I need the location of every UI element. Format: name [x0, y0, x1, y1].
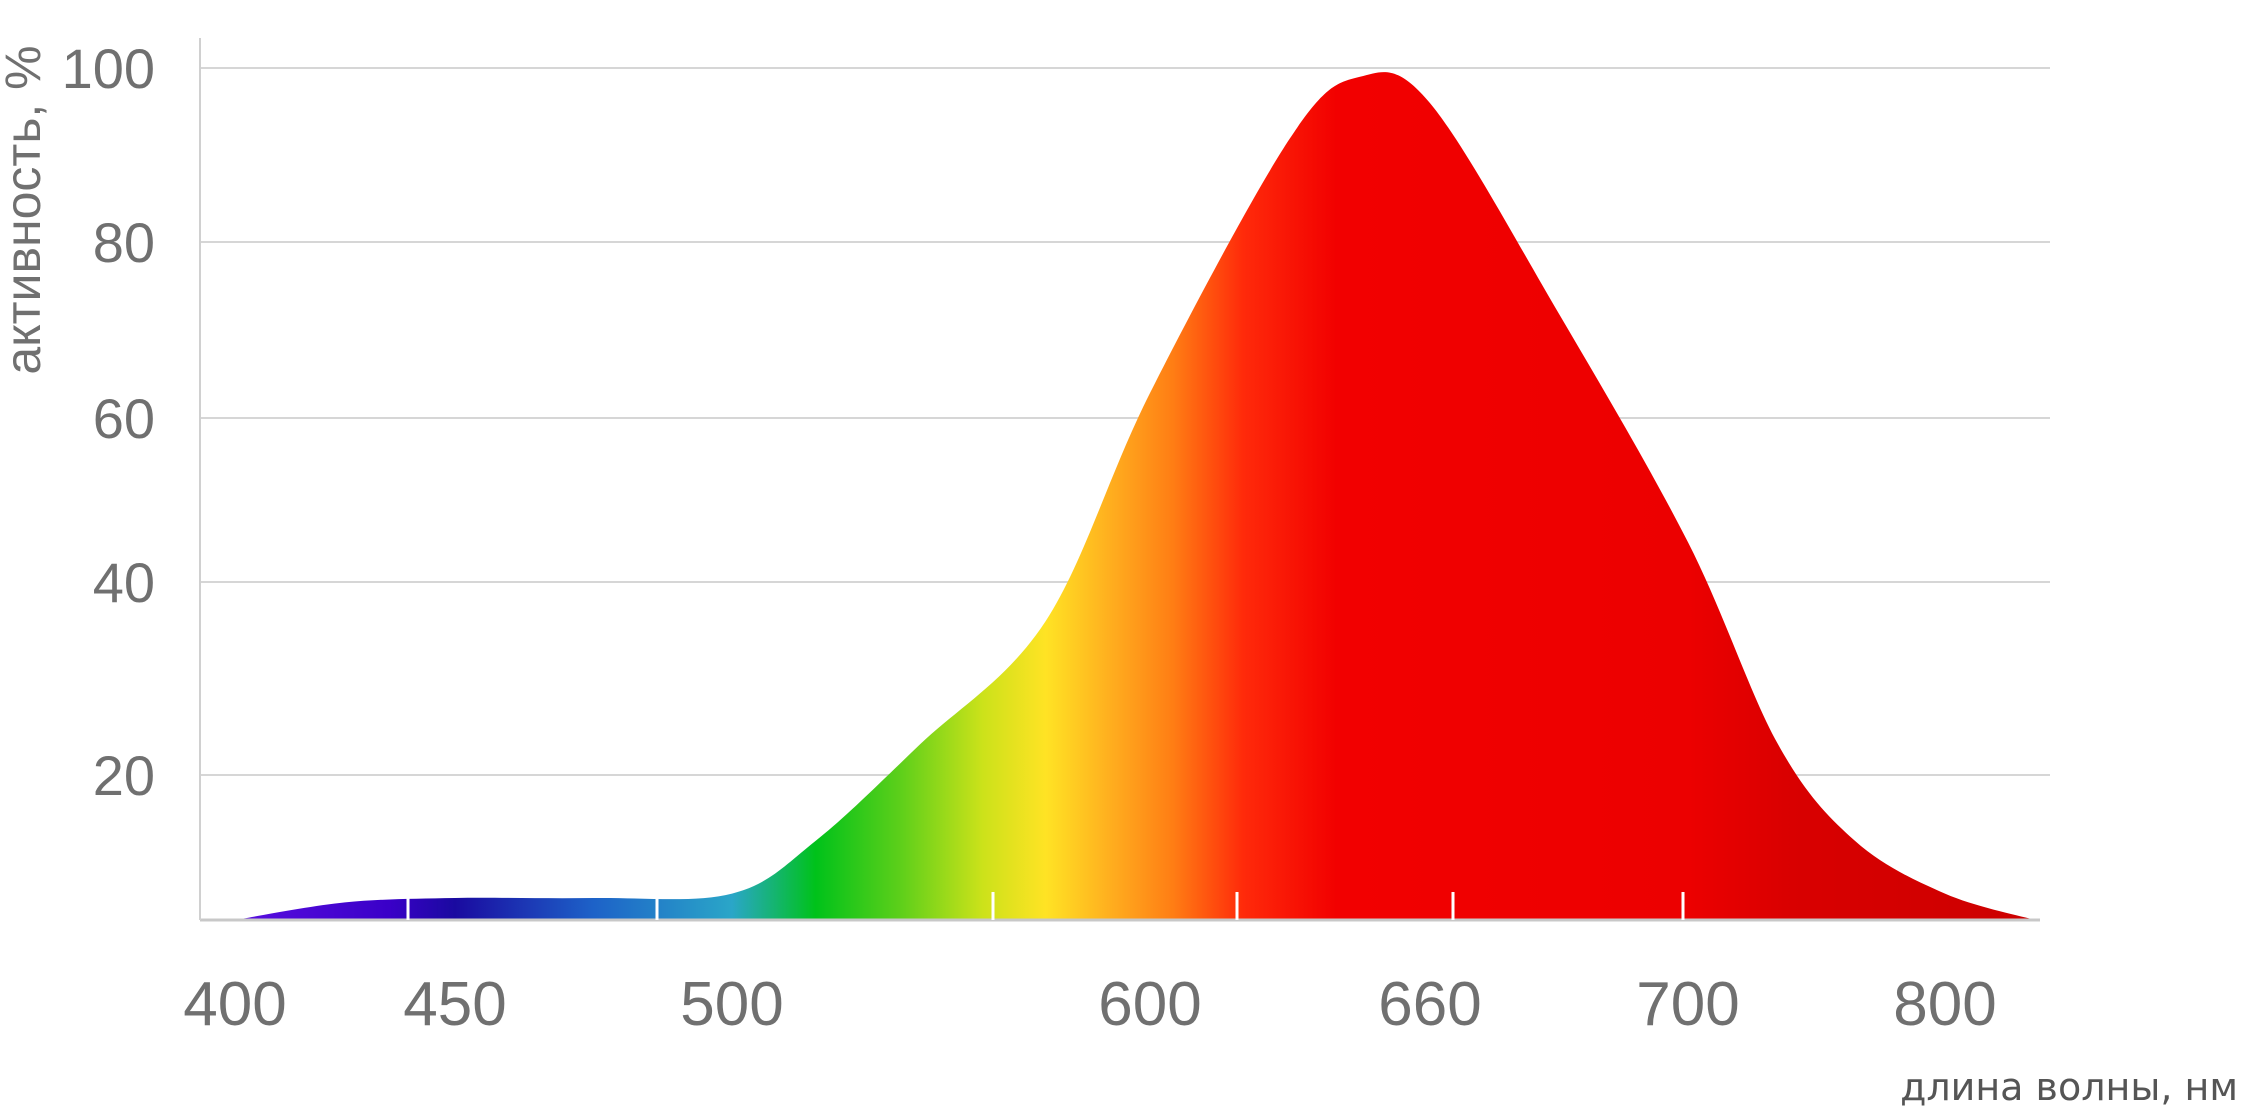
plot-area	[235, 72, 2035, 920]
y-tick-label: 40	[93, 551, 155, 614]
y-tick-label: 20	[93, 744, 155, 807]
x-tick-labels: 400 450 500 600 660 700 800	[183, 970, 1996, 1039]
x-axis-label: длина волны, нм	[1900, 1065, 2238, 1109]
axes	[199, 38, 2040, 922]
y-axis-label: активность, %	[0, 45, 51, 374]
x-tick-label: 660	[1378, 970, 1481, 1039]
y-tick-label: 80	[93, 211, 155, 274]
x-tick-label: 500	[680, 970, 783, 1039]
x-tick-label: 400	[183, 970, 286, 1039]
y-tick-label: 60	[93, 387, 155, 450]
x-tick-label: 600	[1098, 970, 1201, 1039]
x-tick-label: 450	[403, 970, 506, 1039]
y-tick-labels: 20 40 60 80 100	[62, 37, 155, 807]
y-tick-label: 100	[62, 37, 155, 100]
spectrum-area	[235, 72, 2035, 920]
x-tick-label: 700	[1636, 970, 1739, 1039]
x-tick-label: 800	[1893, 970, 1996, 1039]
